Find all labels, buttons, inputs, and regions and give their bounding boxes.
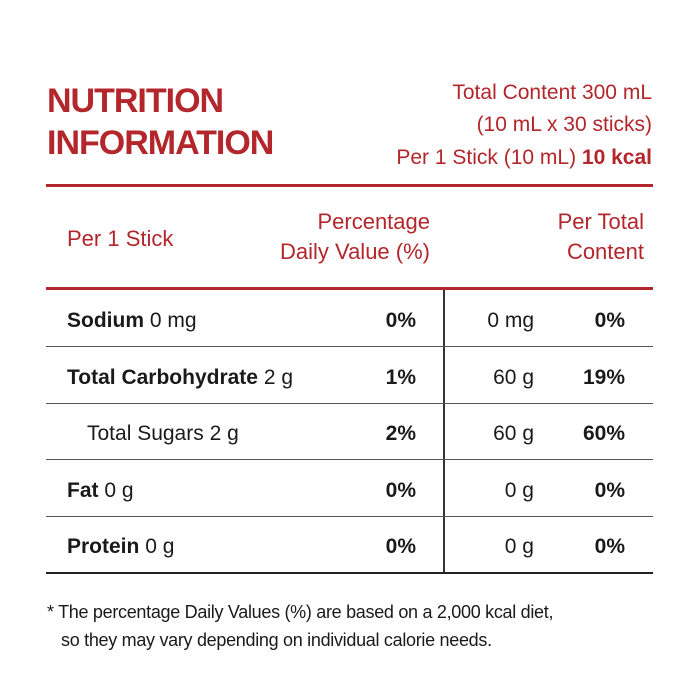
nutrient-name: Sodium bbox=[67, 309, 144, 332]
nutrient-amount: 2 g bbox=[209, 422, 239, 445]
total-daily-value: 0% bbox=[594, 535, 625, 558]
column-header: Per Total Content bbox=[558, 211, 644, 263]
nutrient: Sodium 0 mg bbox=[67, 310, 197, 331]
nutrient-name: Total Sugars bbox=[87, 422, 204, 445]
daily-value: 0% bbox=[385, 309, 416, 332]
daily-value: 1% bbox=[385, 365, 416, 389]
row-separator bbox=[46, 459, 653, 460]
nutrient-name: Total Carbohydrate bbox=[67, 365, 258, 389]
header-line: Daily Value (%) bbox=[280, 239, 430, 264]
column-header: Per 1 Stick bbox=[67, 226, 174, 251]
header-line: Content bbox=[566, 239, 644, 264]
total-content: Total Content 300 mL bbox=[452, 81, 652, 104]
rule bbox=[46, 184, 653, 187]
row-separator bbox=[46, 515, 653, 517]
nutrient-amount: 0 mg bbox=[149, 309, 197, 332]
title: INFORMATION bbox=[47, 124, 274, 162]
per-stick-line: Per 1 Stick (10 mL) 10 kcal bbox=[396, 147, 652, 168]
nutrient: Total Sugars 2 g bbox=[87, 423, 239, 444]
title: NUTRITION bbox=[47, 82, 224, 120]
total-amount: 60 g bbox=[493, 422, 534, 445]
total-amount: 0 g bbox=[504, 535, 534, 558]
footnote: so they may vary depending on individual… bbox=[61, 630, 492, 650]
sticks: (10 mL x 30 sticks) bbox=[476, 113, 652, 136]
total-amount: 0 g bbox=[504, 478, 534, 502]
kcal: 10 kcal bbox=[581, 146, 652, 169]
nutrient-amount: 0 g bbox=[104, 478, 134, 502]
nutrient: Protein 0 g bbox=[67, 536, 174, 557]
total-daily-value: 60% bbox=[582, 422, 625, 445]
daily-value: 0% bbox=[385, 535, 416, 558]
nutrient-amount: 0 g bbox=[145, 535, 175, 558]
row-separator bbox=[46, 402, 653, 404]
header-line: Per Total bbox=[557, 209, 644, 234]
divider bbox=[443, 290, 445, 573]
rule bbox=[46, 287, 653, 290]
nutrient-amount: 2 g bbox=[263, 365, 294, 389]
nutrient: Fat 0 g bbox=[67, 480, 134, 501]
total-daily-value: 19% bbox=[582, 365, 625, 389]
footnote: * The percentage Daily Values (%) are ba… bbox=[47, 602, 554, 622]
column-header: Percentage Daily Value (%) bbox=[280, 211, 430, 263]
nutrient-name: Protein bbox=[67, 535, 140, 558]
total-amount: 60 g bbox=[493, 365, 534, 389]
total-daily-value: 0% bbox=[594, 478, 625, 502]
total-amount: 0 mg bbox=[487, 309, 534, 332]
header-line: Percentage bbox=[317, 209, 430, 234]
daily-value: 2% bbox=[385, 422, 416, 445]
total-daily-value: 0% bbox=[594, 309, 625, 332]
daily-value: 0% bbox=[385, 478, 416, 502]
rule bbox=[46, 572, 653, 574]
nutrient-name: Fat bbox=[67, 478, 99, 502]
per-stick: Per 1 Stick (10 mL) bbox=[396, 146, 577, 169]
nutrient: Total Carbohydrate 2 g bbox=[67, 367, 293, 388]
row-separator bbox=[46, 346, 653, 347]
